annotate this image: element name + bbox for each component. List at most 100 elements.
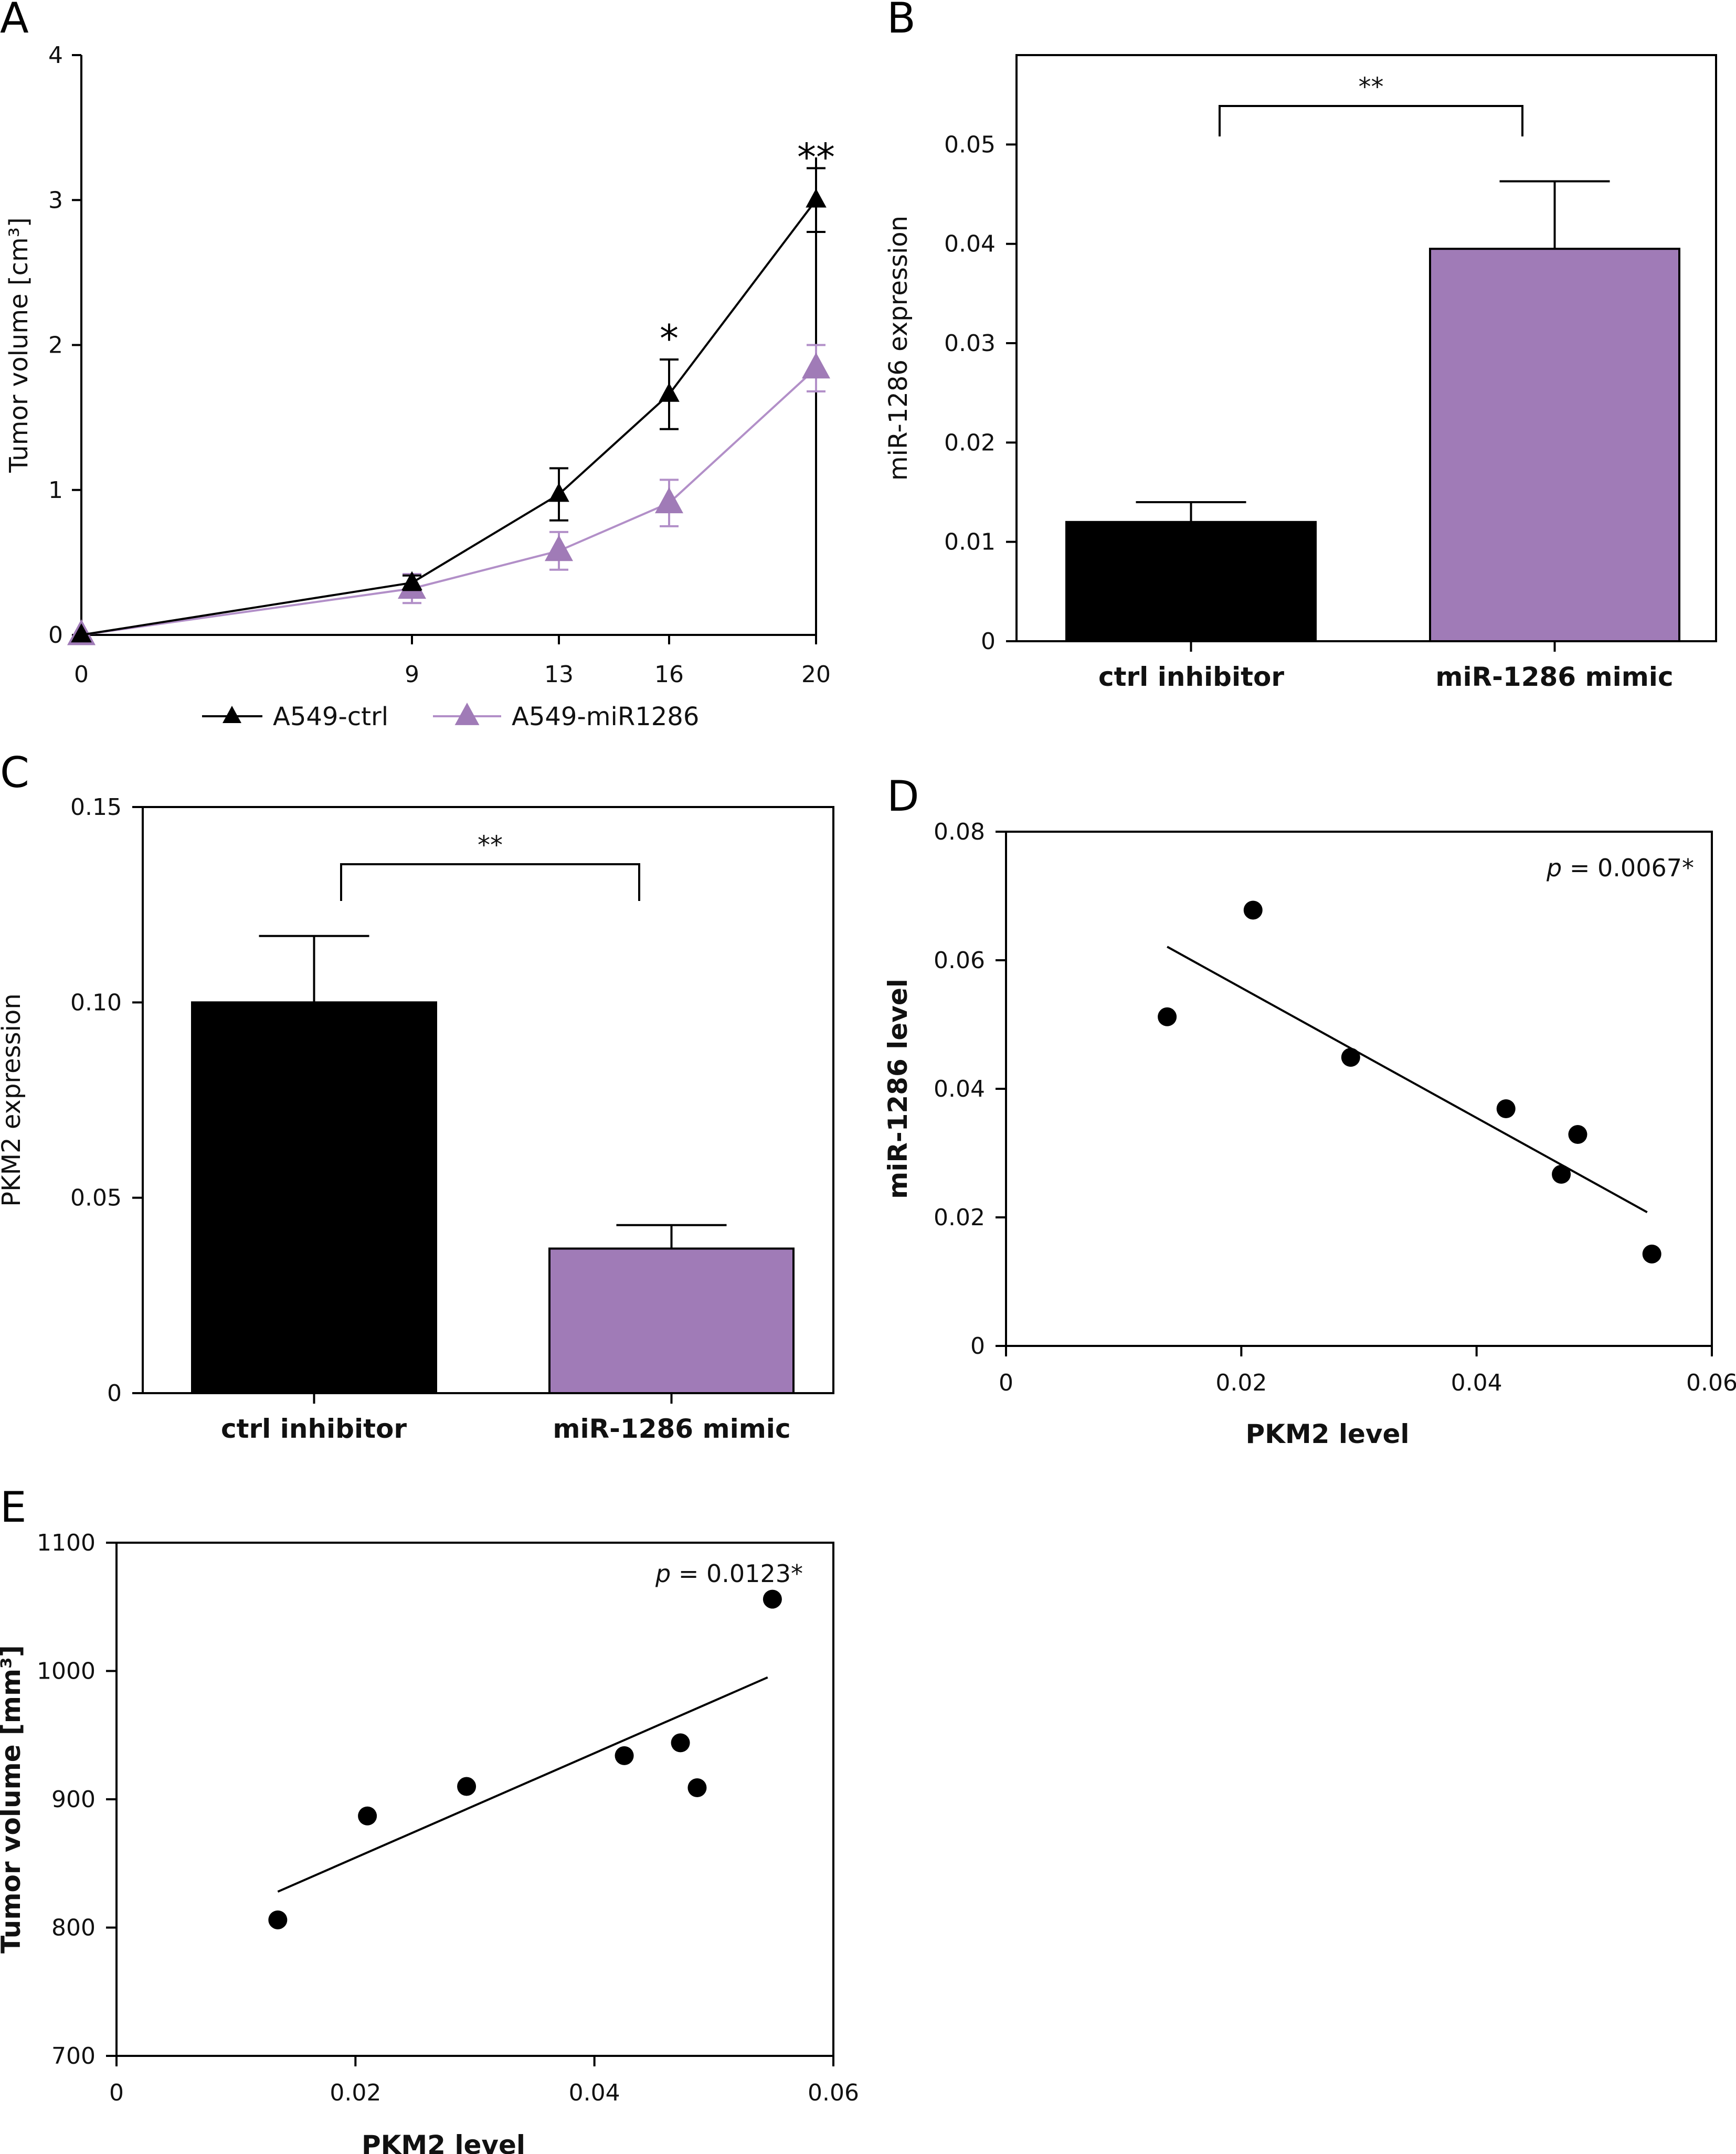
data-point [71,623,92,643]
series-line-1 [81,367,817,636]
data-point [358,1806,377,1826]
y-tick-label: 1 [48,477,63,504]
y-tick-label: 0.02 [944,429,996,456]
category-label: ctrl inhibitor [221,1414,407,1444]
x-tick-label: 9 [405,661,419,688]
y-tick-label: 0.01 [944,529,996,556]
data-point [1243,900,1263,920]
x-tick-label: 0.06 [1686,1370,1736,1396]
panel-letter: E [0,1483,27,1532]
panel-b: B 0 0.01 0.02 0.03 0.04 0.05 miR-1286 expressio… [884,0,1717,692]
panel-letter: C [0,748,29,797]
data-point [268,1910,288,1929]
y-tick-label: 0.02 [934,1204,985,1231]
legend-marker [223,706,241,723]
regression-line [277,1676,768,1893]
data-point [802,352,830,379]
p-value-annotation: p = 0.0067* [1546,854,1694,882]
plot-frame [1005,831,1713,1347]
data-point [671,1733,690,1753]
x-tick-label: 0.04 [1451,1370,1502,1396]
x-tick-label: 0.02 [330,2079,381,2106]
y-tick-label: 3 [48,187,63,214]
category-label: miR-1286 mimic [553,1414,790,1444]
y-tick-label: 0 [970,1333,985,1360]
y-tick-label: 0 [981,628,996,655]
y-tick-label: 800 [51,1915,96,1941]
data-point [1341,1047,1360,1067]
y-tick-label: 0.04 [944,231,996,258]
p-symbol: p [1546,854,1562,882]
plot-frame [1015,54,1717,642]
bar [191,1001,437,1395]
significance-bracket [340,863,640,901]
data-point [615,1746,634,1765]
legend-marker [454,703,480,725]
p-value: = 0.0067* [1562,854,1694,882]
significance-mark: ** [797,135,835,179]
significance-bracket [1219,105,1523,136]
y-axis-label: Tumor volume [mm³] [0,1645,26,1954]
x-tick-label: 0 [74,661,89,688]
y-tick-label: 0.05 [70,1185,122,1212]
x-axis-label: PKM2 level [1245,1419,1409,1449]
legend-label: A549-ctrl [273,702,388,731]
y-tick-label: 1000 [37,1658,96,1685]
y-axis-label: miR-1286 level [883,979,913,1199]
bar [548,1247,795,1395]
category-label: ctrl inhibitor [1098,662,1284,692]
y-tick-label: 700 [51,2043,96,2070]
p-value-annotation: p = 0.0123* [655,1559,803,1588]
data-point [1552,1164,1571,1184]
bar [1065,521,1317,642]
x-tick-label: 16 [654,661,684,688]
x-tick-label: 20 [801,661,831,688]
x-tick-label: 0.02 [1215,1370,1267,1396]
panel-letter: D [887,772,919,821]
data-point [659,383,680,402]
regression-line [1167,946,1648,1213]
plot-frame [142,806,834,1394]
data-point [1568,1124,1587,1144]
x-tick-label: 0.04 [569,2079,620,2106]
y-tick-label: 4 [48,42,63,69]
panel-c: C 0 0.05 0.10 0.15 PKM2 expression ctrl inhibi… [0,748,834,1444]
plot-frame [115,1542,834,2057]
data-point [401,571,422,590]
data-point [545,535,573,561]
data-point [1642,1244,1661,1264]
bar [1429,248,1680,642]
data-point [806,188,827,208]
data-point [457,1777,477,1796]
y-tick-label: 1100 [37,1530,96,1556]
x-tick-label: 13 [544,661,574,688]
x-tick-label: 0 [109,2079,124,2106]
y-tick-label: 900 [51,1786,96,1813]
y-tick-label: 0 [48,622,63,649]
data-point [1496,1099,1516,1118]
x-tick-label: 0 [999,1370,1013,1396]
significance-mark: ** [478,831,503,860]
p-symbol: p [655,1559,671,1588]
y-tick-label: 0.05 [944,131,996,158]
x-tick-label: 0.06 [808,2079,859,2106]
y-axis-label: PKM2 expression [0,993,26,1207]
y-tick-label: 0 [107,1380,122,1407]
significance-mark: * [660,316,679,360]
data-point [687,1778,707,1797]
panel-e: E 700 800 900 1000 1100 0 0.02 0.04 0.06 PKM2 leve… [0,1483,859,2154]
panel-letter: B [887,0,916,43]
y-tick-label: 0.10 [70,989,122,1016]
y-tick-label: 0.06 [934,947,985,974]
data-point [655,487,683,514]
y-axis-label: miR-1286 expression [884,216,913,481]
data-point [1158,1007,1177,1026]
panel-letter: A [0,0,29,43]
panel-d: D 0 0.02 0.04 0.06 0.08 0 0.02 0.04 0.06 PKM2 leve… [883,772,1736,1449]
significance-mark: ** [1359,72,1384,102]
data-point [548,483,569,502]
y-tick-label: 0.03 [944,330,996,357]
data-point [763,1589,782,1609]
